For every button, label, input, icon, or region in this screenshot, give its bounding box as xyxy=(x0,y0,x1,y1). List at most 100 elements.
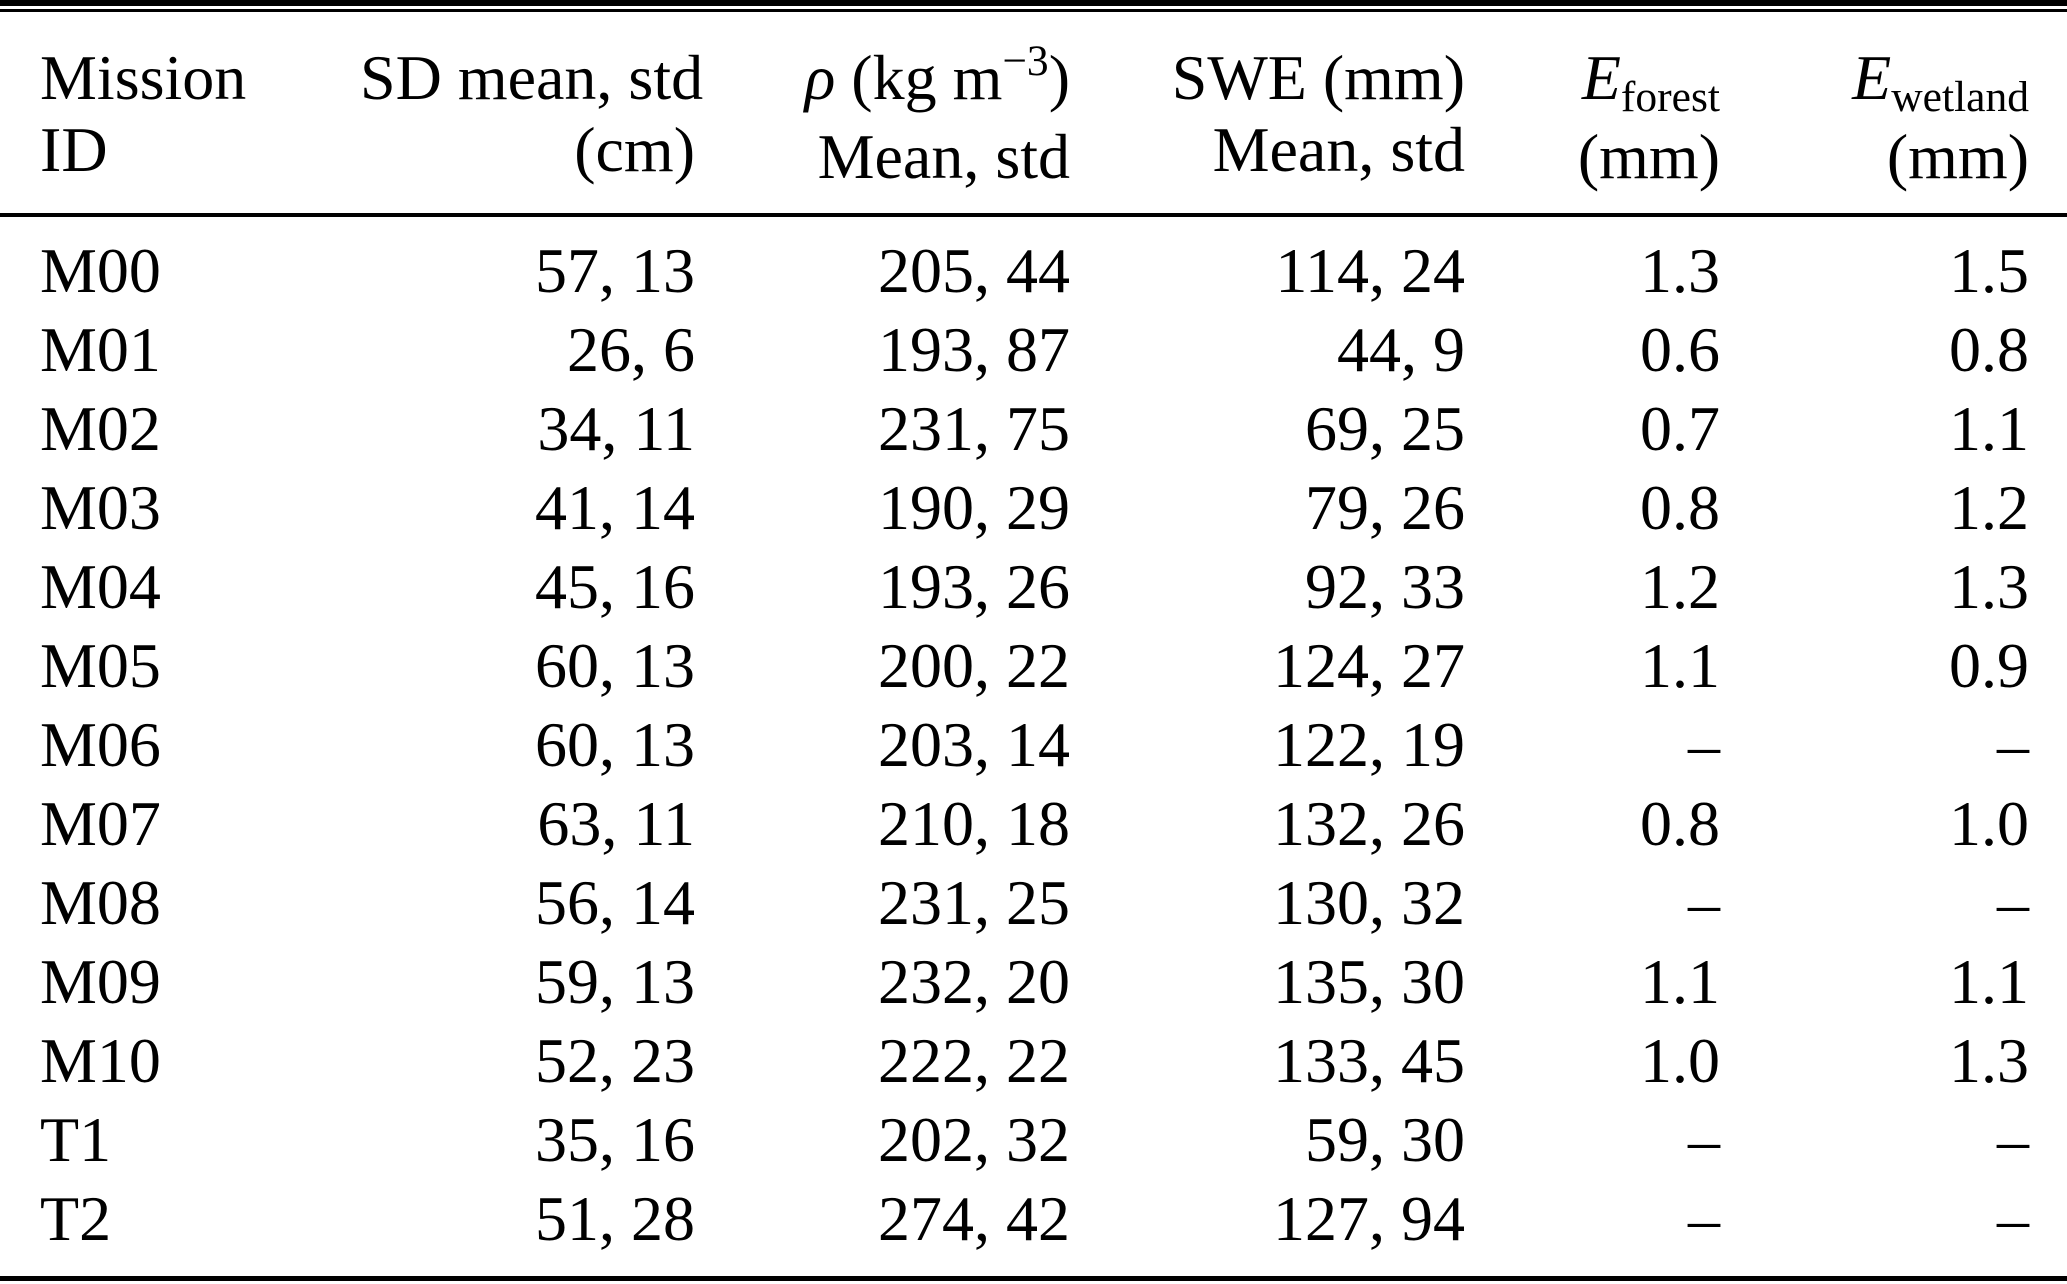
header-line: Ewetland xyxy=(1720,42,2029,121)
table-header: Mission ID SD mean, std (cm) ρ (kg m−3) … xyxy=(0,12,2067,217)
swe-mean-std-cell: 132, 26 xyxy=(1273,788,1465,859)
sd-mean-std-cell: 63, 11 xyxy=(537,788,695,859)
sd-mean-std-cell: 52, 23 xyxy=(535,1025,695,1096)
e-forest-cell: 1.1 xyxy=(1640,630,1720,701)
density-mean-std-cell: 231, 75 xyxy=(878,393,1070,464)
e-wetland-cell: 1.3 xyxy=(1949,551,2029,622)
e-forest-cell: 1.2 xyxy=(1640,551,1720,622)
e-forest-cell: 0.8 xyxy=(1640,472,1720,543)
table-row: M01 26, 6 193, 87 44, 9 0.6 0.8 xyxy=(0,310,2067,389)
e-wetland-cell: 1.5 xyxy=(1949,235,2029,306)
density-mean-std-cell: 193, 26 xyxy=(878,551,1070,622)
mission-id-cell: M04 xyxy=(40,551,161,622)
sd-mean-std-cell: 60, 13 xyxy=(535,630,695,701)
e-wetland-cell: – xyxy=(1997,867,2029,938)
header-line: SWE (mm) xyxy=(1171,42,1465,113)
e-forest-cell: 1.3 xyxy=(1640,235,1720,306)
col-header-sd: SD mean, std (cm) xyxy=(360,12,704,217)
density-mean-std-cell: 190, 29 xyxy=(878,472,1070,543)
density-exponent: −3 xyxy=(1002,37,1049,86)
header-line: ρ (kg m−3) xyxy=(695,37,1070,121)
swe-mean-std-cell: 79, 26 xyxy=(1305,472,1465,543)
sd-mean-std-cell: 41, 14 xyxy=(535,472,695,543)
col-header-swe: SWE (mm) Mean, std xyxy=(1070,12,1465,217)
table-row: M10 52, 23 222, 22 133, 45 1.0 1.3 xyxy=(0,1021,2067,1100)
sd-mean-std-cell: 59, 13 xyxy=(535,946,695,1017)
sd-mean-std-cell: 35, 16 xyxy=(535,1104,695,1175)
e-forest-cell: 0.8 xyxy=(1640,788,1720,859)
sd-mean-std-cell: 26, 6 xyxy=(567,314,695,385)
density-unit-close: ) xyxy=(1048,42,1070,113)
e-wetland-cell: 1.1 xyxy=(1949,946,2029,1017)
density-mean-std-cell: 274, 42 xyxy=(878,1183,1070,1254)
e-forest-cell: – xyxy=(1688,709,1720,780)
swe-mean-std-cell: 69, 25 xyxy=(1305,393,1465,464)
table-bottom-rule xyxy=(0,1276,2067,1281)
density-mean-std-cell: 202, 32 xyxy=(878,1104,1070,1175)
mission-id-cell: M03 xyxy=(40,472,161,543)
density-mean-std-cell: 231, 25 xyxy=(878,867,1070,938)
sd-mean-std-cell: 57, 13 xyxy=(535,235,695,306)
header-line: (mm) xyxy=(1577,121,1720,192)
density-mean-std-cell: 222, 22 xyxy=(878,1025,1070,1096)
swe-mean-std-cell: 114, 24 xyxy=(1275,235,1465,306)
table-row: T2 51, 28 274, 42 127, 94 – – xyxy=(0,1179,2067,1258)
header-line: Mission xyxy=(40,42,247,113)
table-row: M06 60, 13 203, 14 122, 19 – – xyxy=(0,705,2067,784)
e-forest-cell: 1.1 xyxy=(1640,946,1720,1017)
mission-id-cell: M10 xyxy=(40,1025,161,1096)
e-symbol: E xyxy=(1581,42,1621,113)
header-row: Mission ID SD mean, std (cm) ρ (kg m−3) … xyxy=(0,12,2067,217)
mission-id-cell: M01 xyxy=(40,314,161,385)
e-symbol: E xyxy=(1852,42,1892,113)
density-mean-std-cell: 200, 22 xyxy=(878,630,1070,701)
e-wetland-cell: 1.2 xyxy=(1949,472,2029,543)
sd-mean-std-cell: 51, 28 xyxy=(535,1183,695,1254)
header-line: Eforest xyxy=(1465,42,1720,121)
swe-mean-std-cell: 59, 30 xyxy=(1305,1104,1465,1175)
e-wetland-cell: 0.8 xyxy=(1949,314,2029,385)
e-forest-cell: 0.7 xyxy=(1640,393,1720,464)
table-row: M03 41, 14 190, 29 79, 26 0.8 1.2 xyxy=(0,468,2067,547)
col-header-e-forest: Eforest (mm) xyxy=(1465,12,1720,217)
swe-mean-std-cell: 135, 30 xyxy=(1273,946,1465,1017)
header-line: Mean, std xyxy=(817,121,1070,192)
table-row: M07 63, 11 210, 18 132, 26 0.8 1.0 xyxy=(0,784,2067,863)
mission-statistics-table: Mission ID SD mean, std (cm) ρ (kg m−3) … xyxy=(0,12,2067,1258)
table-row: T1 35, 16 202, 32 59, 30 – – xyxy=(0,1100,2067,1179)
mission-id-cell: M05 xyxy=(40,630,161,701)
swe-mean-std-cell: 92, 33 xyxy=(1305,551,1465,622)
col-header-e-wetland: Ewetland (mm) xyxy=(1720,12,2067,217)
density-mean-std-cell: 203, 14 xyxy=(878,709,1070,780)
e-forest-cell: – xyxy=(1688,1104,1720,1175)
table-row: M02 34, 11 231, 75 69, 25 0.7 1.1 xyxy=(0,389,2067,468)
mission-id-cell: M00 xyxy=(40,235,161,306)
e-wetland-cell: 1.1 xyxy=(1949,393,2029,464)
density-mean-std-cell: 232, 20 xyxy=(878,946,1070,1017)
header-line: (mm) xyxy=(1886,121,2029,192)
mission-id-cell: M02 xyxy=(40,393,161,464)
table-row: M00 57, 13 205, 44 114, 24 1.3 1.5 xyxy=(0,215,2067,310)
header-line: ID xyxy=(40,114,108,185)
e-wetland-cell: – xyxy=(1997,1183,2029,1254)
table-row: M08 56, 14 231, 25 130, 32 – – xyxy=(0,863,2067,942)
swe-mean-std-cell: 130, 32 xyxy=(1273,867,1465,938)
e-wetland-cell: 1.3 xyxy=(1949,1025,2029,1096)
table-body: M00 57, 13 205, 44 114, 24 1.3 1.5 M01 2… xyxy=(0,215,2067,1258)
sd-mean-std-cell: 34, 11 xyxy=(537,393,695,464)
table-top-double-rule xyxy=(0,0,2067,12)
density-unit-open: (kg m xyxy=(835,42,1003,113)
swe-mean-std-cell: 127, 94 xyxy=(1273,1183,1465,1254)
col-header-density: ρ (kg m−3) Mean, std xyxy=(695,12,1070,217)
e-wetland-subscript: wetland xyxy=(1891,73,2029,122)
mission-id-cell: M06 xyxy=(40,709,161,780)
density-mean-std-cell: 205, 44 xyxy=(878,235,1070,306)
header-line: Mean, std xyxy=(1212,114,1465,185)
sd-mean-std-cell: 45, 16 xyxy=(535,551,695,622)
e-wetland-cell: 0.9 xyxy=(1949,630,2029,701)
e-forest-cell: 0.6 xyxy=(1640,314,1720,385)
density-mean-std-cell: 193, 87 xyxy=(878,314,1070,385)
swe-mean-std-cell: 44, 9 xyxy=(1337,314,1465,385)
header-line: SD mean, std xyxy=(360,42,704,113)
